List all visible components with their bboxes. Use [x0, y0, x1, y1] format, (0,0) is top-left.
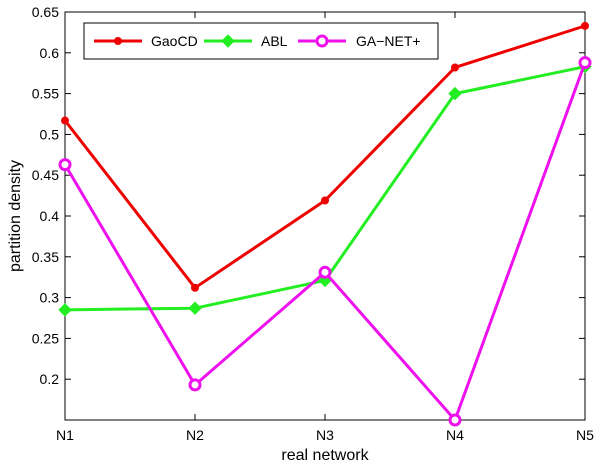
legend-swatch-marker — [114, 37, 122, 45]
data-point — [188, 378, 202, 392]
y-tick-label: 0.4 — [40, 208, 60, 224]
legend-swatch-marker — [315, 34, 329, 48]
y-tick-label: 0.55 — [32, 86, 59, 102]
series-layer — [58, 21, 592, 427]
y-tick-label: 0.6 — [40, 45, 60, 61]
y-axis: 0.2 0.25 0.3 0.35 0.4 0.45 0.5 0.55 0.6 0.65 — [32, 4, 585, 387]
x-tick-label: N5 — [576, 427, 594, 443]
y-tick-label: 0.65 — [32, 4, 59, 20]
data-point — [318, 265, 332, 279]
legend: GaoCD ABL GA−NET+ — [83, 22, 439, 60]
y-tick-label: 0.45 — [32, 167, 59, 183]
legend-swatch-marker — [221, 34, 235, 48]
y-tick-label: 0.25 — [32, 330, 59, 346]
legend-box — [83, 22, 439, 60]
y-axis-label: partition density — [7, 160, 24, 272]
data-point — [61, 116, 69, 125]
data-point — [58, 158, 72, 172]
x-tick-label: N4 — [446, 427, 464, 443]
data-point — [58, 303, 72, 317]
data-point — [578, 56, 592, 70]
y-tick-label: 0.35 — [32, 249, 59, 265]
legend-label: GaoCD — [151, 33, 198, 49]
x-axis-label: real network — [281, 447, 369, 464]
y-tick-label: 0.5 — [40, 126, 60, 142]
data-point — [581, 21, 589, 30]
plot-area — [64, 11, 586, 421]
y-tick-label: 0.2 — [40, 371, 60, 387]
y-tick-label: 0.3 — [40, 290, 60, 306]
x-tick-label: N1 — [56, 427, 74, 443]
x-tick-label: N2 — [186, 427, 204, 443]
data-point — [191, 283, 199, 292]
x-tick-label: N3 — [316, 427, 334, 443]
legend-label: GA−NET+ — [356, 33, 421, 49]
data-point — [448, 413, 462, 427]
data-point — [451, 63, 459, 72]
series-0 — [61, 21, 589, 292]
x-axis: N1 N2 N3 N4 N5 — [56, 12, 594, 443]
data-point — [321, 196, 329, 205]
data-point — [448, 86, 462, 101]
series-2 — [58, 56, 592, 427]
data-point — [188, 301, 202, 315]
legend-label: ABL — [261, 33, 288, 49]
